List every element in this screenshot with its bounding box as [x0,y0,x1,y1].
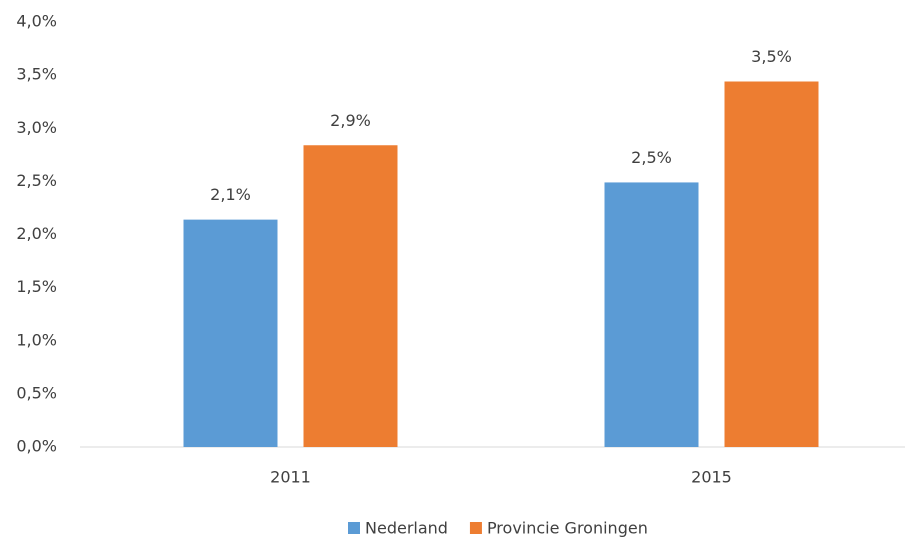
data-label: 2,1% [210,185,251,204]
y-tick-label: 1,5% [16,277,57,296]
y-tick-label: 1,0% [16,330,57,349]
legend-label: Provincie Groningen [487,519,648,538]
bar [183,219,278,447]
y-tick-label: 3,5% [16,65,57,84]
y-tick-label: 0,0% [16,437,57,456]
data-label: 2,9% [330,111,371,130]
bar [303,145,398,447]
legend-label: Nederland [365,519,448,538]
bar [604,182,699,447]
y-tick-label: 2,5% [16,171,57,190]
data-label: 3,5% [751,47,792,66]
x-tick-label: 2011 [270,468,311,487]
data-label: 2,5% [631,148,672,167]
y-tick-label: 4,0% [16,12,57,31]
legend-swatch [348,522,360,534]
legend-swatch [469,522,482,534]
x-tick-label: 2015 [691,468,732,487]
y-tick-label: 3,0% [16,118,57,137]
y-tick-label: 0,5% [16,383,57,402]
y-tick-label: 2,0% [16,224,57,243]
bar [724,81,819,447]
